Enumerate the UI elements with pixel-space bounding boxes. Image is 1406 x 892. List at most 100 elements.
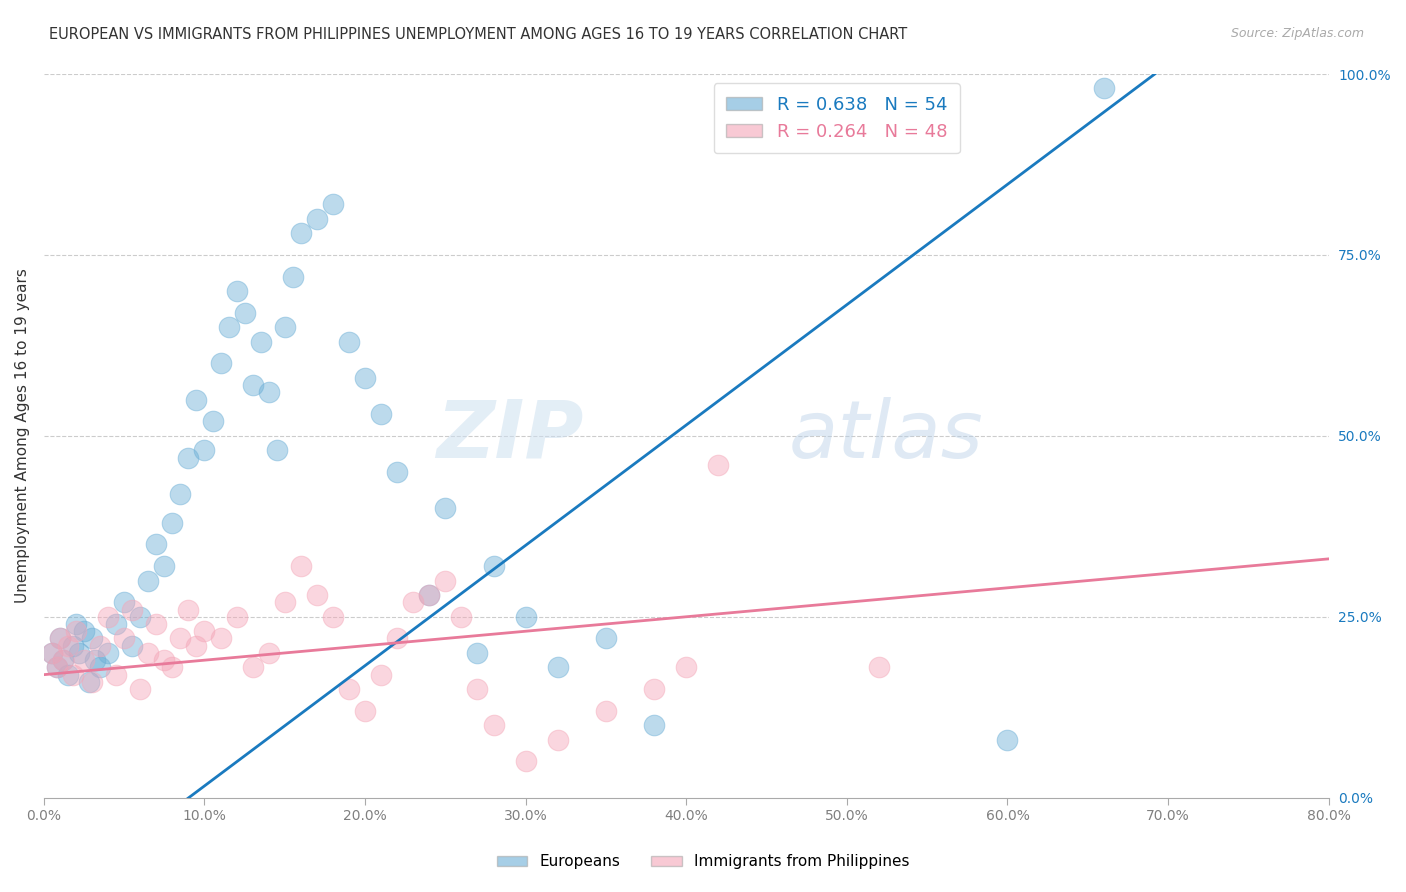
Point [49, 632, 72, 646]
Point [322, 609, 344, 624]
Point [354, 704, 377, 718]
Point [162, 516, 184, 530]
Point [643, 718, 665, 732]
Point [145, 537, 167, 551]
Point [112, 632, 135, 646]
Point [193, 443, 215, 458]
Point [80, 632, 103, 646]
Point [233, 306, 256, 320]
Point [305, 211, 328, 226]
Point [225, 284, 247, 298]
Point [450, 609, 472, 624]
Legend: Europeans, Immigrants from Philippines: Europeans, Immigrants from Philippines [491, 848, 915, 875]
Point [370, 667, 392, 681]
Point [281, 269, 304, 284]
Point [515, 609, 537, 624]
Point [41, 646, 63, 660]
Point [153, 653, 176, 667]
Point [129, 609, 152, 624]
Point [41, 646, 63, 660]
Point [418, 588, 440, 602]
Point [49, 632, 72, 646]
Point [67, 646, 90, 660]
Point [387, 465, 409, 479]
Point [129, 682, 152, 697]
Point [169, 487, 191, 501]
Point [77, 674, 100, 689]
Point [84, 653, 107, 667]
Point [45, 660, 67, 674]
Point [65, 624, 87, 639]
Point [242, 378, 264, 392]
Point [1092, 81, 1115, 95]
Point [121, 639, 143, 653]
Point [418, 588, 440, 602]
Point [89, 660, 111, 674]
Point [80, 674, 103, 689]
Text: EUROPEAN VS IMMIGRANTS FROM PHILIPPINES UNEMPLOYMENT AMONG AGES 16 TO 19 YEARS C: EUROPEAN VS IMMIGRANTS FROM PHILIPPINES … [49, 27, 907, 42]
Point [62, 639, 84, 653]
Point [153, 559, 176, 574]
Legend: R = 0.638   N = 54, R = 0.264   N = 48: R = 0.638 N = 54, R = 0.264 N = 48 [714, 83, 960, 153]
Point [97, 609, 120, 624]
Point [112, 595, 135, 609]
Point [89, 639, 111, 653]
Point [354, 371, 377, 385]
Text: Source: ZipAtlas.com: Source: ZipAtlas.com [1230, 27, 1364, 40]
Point [177, 450, 200, 465]
Point [290, 226, 312, 240]
Point [105, 617, 128, 632]
Point [707, 458, 730, 472]
Point [169, 632, 191, 646]
Point [52, 653, 75, 667]
Point [274, 320, 297, 334]
Point [370, 407, 392, 421]
Point [515, 755, 537, 769]
Point [997, 732, 1019, 747]
Point [186, 392, 208, 407]
Point [467, 682, 489, 697]
Point [45, 660, 67, 674]
Point [56, 639, 79, 653]
Point [209, 632, 232, 646]
Point [121, 602, 143, 616]
Point [257, 646, 280, 660]
Point [337, 682, 360, 697]
Point [162, 660, 184, 674]
Point [482, 718, 505, 732]
Point [337, 334, 360, 349]
Point [186, 639, 208, 653]
Point [225, 609, 247, 624]
Point [242, 660, 264, 674]
Point [145, 617, 167, 632]
Point [65, 617, 87, 632]
Point [387, 632, 409, 646]
Point [547, 660, 569, 674]
Point [218, 320, 240, 334]
Point [136, 574, 159, 588]
Point [97, 646, 120, 660]
Point [402, 595, 425, 609]
Y-axis label: Unemployment Among Ages 16 to 19 years: Unemployment Among Ages 16 to 19 years [15, 268, 30, 603]
Point [482, 559, 505, 574]
Point [290, 559, 312, 574]
Point [105, 667, 128, 681]
Point [266, 443, 288, 458]
Point [595, 704, 617, 718]
Point [56, 667, 79, 681]
Point [643, 682, 665, 697]
Point [193, 624, 215, 639]
Point [547, 732, 569, 747]
Point [434, 501, 457, 516]
Text: ZIP: ZIP [436, 397, 583, 475]
Point [595, 632, 617, 646]
Text: atlas: atlas [789, 397, 984, 475]
Point [257, 385, 280, 400]
Point [274, 595, 297, 609]
Point [52, 653, 75, 667]
Point [675, 660, 697, 674]
Point [868, 660, 890, 674]
Point [73, 624, 96, 639]
Point [136, 646, 159, 660]
Point [73, 653, 96, 667]
